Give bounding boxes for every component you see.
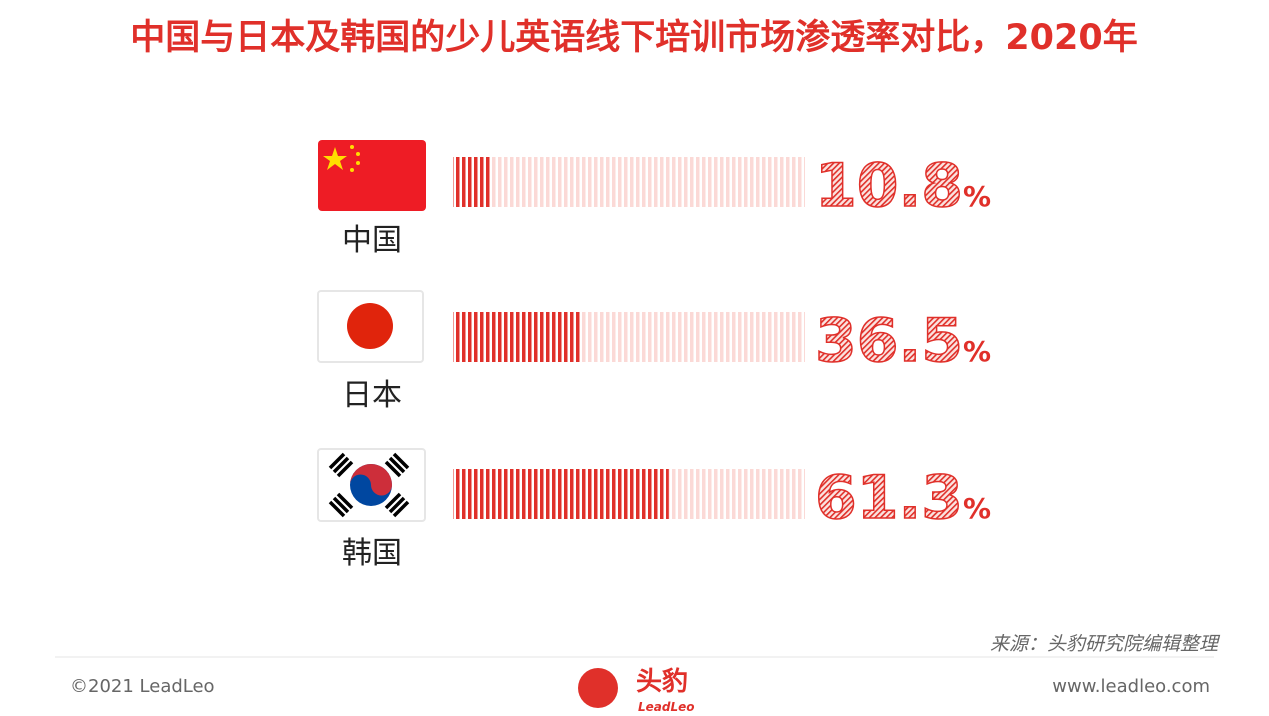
chart-title: 中国与日本及韩国的少儿英语线下培训市场渗透率对比，2020年 <box>130 18 1137 58</box>
bar <box>453 469 669 519</box>
logo-name: 头豹 <box>636 666 688 697</box>
category-label: 日本 <box>342 378 402 413</box>
flag-china <box>318 140 426 211</box>
value-label: 36.5% <box>815 306 991 376</box>
bar <box>453 312 582 362</box>
value-unit: % <box>963 492 991 525</box>
logo: 头豹 LeadLeo <box>578 666 695 714</box>
category-label: 中国 <box>342 223 402 258</box>
value-unit: % <box>963 335 991 368</box>
website: www.leadleo.com <box>1052 676 1210 697</box>
value-number: 10.8 <box>815 151 963 221</box>
category-label: 韩国 <box>342 536 402 571</box>
value-number: 61.3 <box>815 463 963 533</box>
value-label: 61.3% <box>815 463 991 533</box>
bar-track <box>453 157 805 207</box>
value-number: 36.5 <box>815 306 963 376</box>
source-note: 来源：头豹研究院编辑整理 <box>990 633 1221 655</box>
copyright: ©2021 LeadLeo <box>70 676 215 697</box>
value-unit: % <box>963 180 991 213</box>
flag-japan <box>317 290 424 363</box>
bar <box>453 157 492 207</box>
value-label: 10.8% <box>815 151 991 221</box>
flag-korea <box>317 448 426 522</box>
logo-sub: LeadLeo <box>638 700 695 714</box>
